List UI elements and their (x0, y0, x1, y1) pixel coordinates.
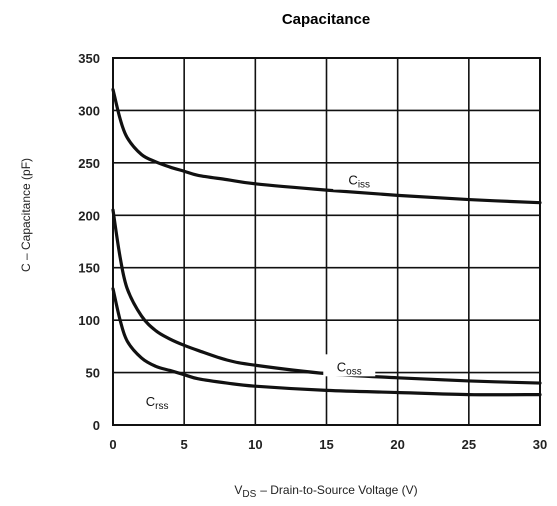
x-tick-label: 25 (462, 437, 476, 452)
x-axis-label-text: – Drain-to-Source Voltage (V) (260, 483, 417, 497)
series-line-crss (111, 287, 542, 397)
series-label-crss: Crss (146, 394, 169, 412)
y-tick-label: 150 (78, 261, 100, 276)
x-tick-label: 10 (248, 437, 262, 452)
series-label-text: Crss (146, 394, 169, 412)
series-layer (111, 87, 542, 397)
x-tick-label: 5 (181, 437, 188, 452)
y-tick-label: 300 (78, 103, 100, 118)
plot-frame (112, 57, 541, 426)
series-label-background (323, 354, 376, 377)
series-labels: Ciss Coss Crss (146, 167, 386, 412)
series-label-text: Ciss (348, 173, 370, 191)
x-tick-label: 0 (109, 437, 116, 452)
y-tick-label: 100 (78, 313, 100, 328)
chart-title: Capacitance (282, 11, 370, 28)
y-tick-label: 200 (78, 208, 100, 223)
y-tick-label: 250 (78, 156, 100, 171)
x-axis-label: VDS – Drain-to-Source Voltage (V) (234, 483, 417, 500)
series-label-coss: Coss (323, 354, 376, 377)
x-axis-label-subscript: DS (242, 489, 256, 500)
series-line-coss (111, 208, 542, 385)
y-axis-label: C – Capacitance (pF) (19, 158, 33, 272)
x-axis-label-prefix: V (234, 483, 242, 497)
x-tick-label: 20 (390, 437, 404, 452)
series-label-text: Coss (337, 359, 362, 377)
series-line-ciss (111, 87, 542, 205)
x-tick-label: 15 (319, 437, 333, 452)
x-tick-label: 30 (533, 437, 547, 452)
y-tick-label: 0 (93, 418, 100, 433)
y-tick-label: 50 (86, 366, 100, 381)
series-label-ciss: Ciss (333, 167, 386, 191)
y-tick-label: 350 (78, 51, 100, 66)
series-label-background (333, 167, 386, 190)
